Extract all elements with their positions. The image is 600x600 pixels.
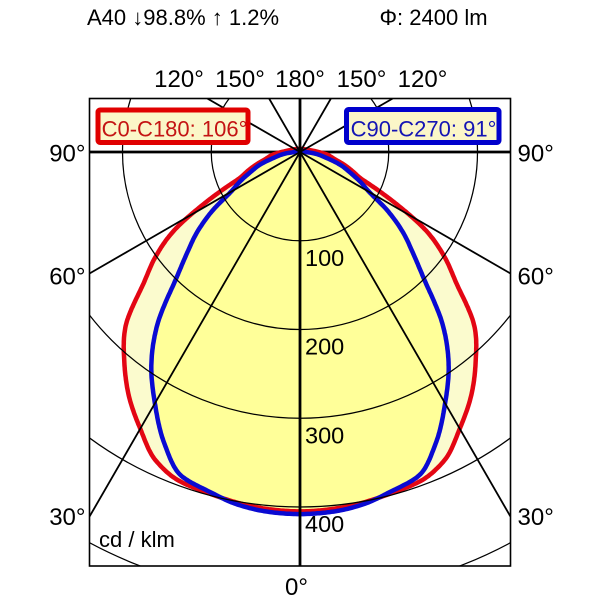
svg-text:120°: 120° (398, 66, 448, 93)
svg-text:A40 ↓98.8% ↑ 1.2%: A40 ↓98.8% ↑ 1.2% (87, 5, 279, 30)
svg-text:100: 100 (305, 245, 344, 271)
svg-text:C0-C180: 106°: C0-C180: 106° (102, 117, 248, 142)
svg-text:180°: 180° (275, 66, 325, 93)
svg-text:30°: 30° (518, 504, 554, 531)
svg-text:150°: 150° (215, 66, 265, 93)
svg-text:120°: 120° (154, 66, 204, 93)
svg-text:400: 400 (305, 511, 344, 537)
svg-text:200: 200 (305, 334, 344, 360)
svg-text:60°: 60° (518, 264, 554, 291)
svg-text:150°: 150° (337, 66, 387, 93)
svg-text:cd / klm: cd / klm (99, 527, 175, 552)
svg-text:0°: 0° (285, 574, 308, 600)
svg-text:300: 300 (305, 422, 344, 448)
svg-text:90°: 90° (518, 141, 554, 168)
svg-text:30°: 30° (49, 504, 85, 531)
svg-text:60°: 60° (49, 264, 85, 291)
svg-text:90°: 90° (49, 141, 85, 168)
svg-text:Φ: 2400 lm: Φ: 2400 lm (380, 5, 488, 30)
svg-text:C90-C270: 91°: C90-C270: 91° (351, 117, 497, 142)
